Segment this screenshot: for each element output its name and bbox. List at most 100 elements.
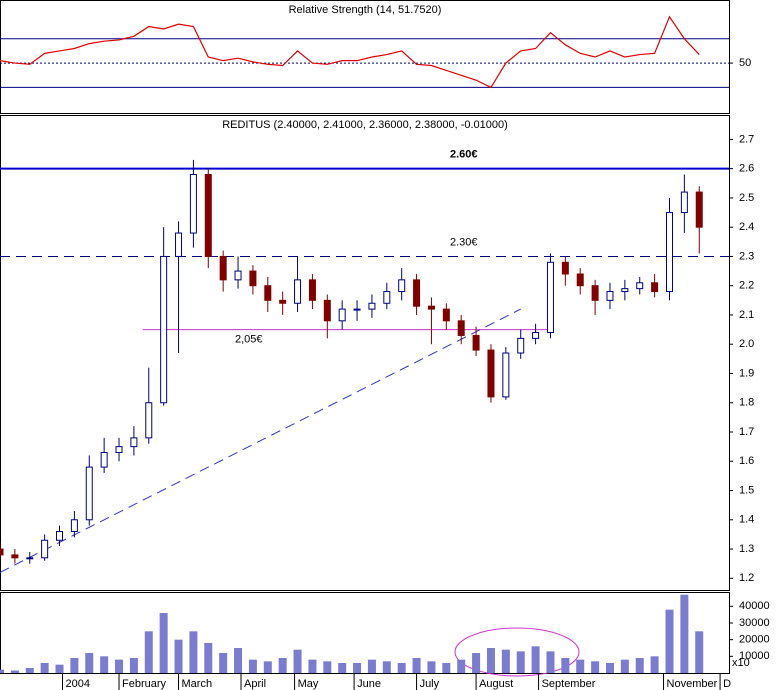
- candle-body: [323, 299, 331, 322]
- volume-bar: [531, 646, 540, 673]
- y-tick-label: 2.4: [739, 221, 754, 233]
- x-tick-label: November: [667, 678, 718, 690]
- candle-body: [457, 320, 465, 336]
- rsi-line: [0, 15, 700, 89]
- volume-bar: [367, 659, 376, 673]
- candle-body: [41, 539, 49, 559]
- candle-body: [606, 291, 614, 301]
- candle-body: [308, 279, 316, 301]
- volume-bar: [263, 661, 272, 673]
- volume-bar: [100, 656, 109, 673]
- candle-body: [234, 270, 242, 281]
- candle-body: [249, 270, 257, 287]
- volume-bar: [55, 664, 64, 673]
- y-tick-label: 1.3: [739, 543, 754, 555]
- candle-body: [413, 279, 421, 307]
- x-tick-label: June: [357, 678, 381, 690]
- candle-body: [621, 288, 629, 293]
- y-tick-label: 2.5: [739, 192, 754, 204]
- y-tick-label: 1.9: [739, 367, 754, 379]
- candle-body: [546, 261, 554, 334]
- candle-body: [532, 332, 540, 339]
- rsi-panel: [0, 0, 730, 114]
- volume-bar: [234, 648, 243, 673]
- volume-bar: [561, 658, 570, 673]
- candle-body: [487, 349, 495, 398]
- volume-panel: [0, 592, 730, 674]
- y-tick-label: 1.2: [739, 572, 754, 584]
- volume-bar: [70, 658, 79, 673]
- x-tick-label: July: [420, 678, 440, 690]
- y-tick-label: 30000: [739, 617, 770, 629]
- candle-body: [130, 437, 138, 448]
- volume-bar: [129, 658, 138, 673]
- volume-bar: [248, 659, 257, 673]
- volume-bar: [576, 659, 585, 673]
- candle-body: [591, 285, 599, 301]
- volume-bar: [308, 659, 317, 673]
- unit-label: x10: [732, 657, 750, 669]
- volume-bar: [0, 669, 4, 673]
- x-tick-label: February: [122, 678, 167, 690]
- volume-bar: [278, 658, 287, 673]
- volume-bar: [591, 661, 600, 673]
- volume-bar: [85, 653, 94, 673]
- volume-bar: [665, 609, 674, 673]
- level-label: 2,05€: [235, 333, 263, 345]
- candle-body: [294, 279, 302, 304]
- x-tick-label: March: [182, 678, 213, 690]
- candle-body: [219, 255, 227, 281]
- y-tick-label: 2.1: [739, 309, 754, 321]
- candle-body: [204, 174, 212, 257]
- volume-bar: [293, 649, 302, 673]
- volume-bar: [457, 659, 466, 673]
- volume-bar: [650, 656, 659, 673]
- x-tick-label: 2004: [65, 678, 89, 690]
- candle-body: [70, 519, 78, 532]
- volume-bar: [605, 663, 614, 673]
- candle-body: [26, 557, 34, 560]
- volume-bar: [427, 661, 436, 673]
- candle-body: [160, 255, 168, 404]
- volume-bar: [338, 663, 347, 673]
- volume-bar: [353, 663, 362, 673]
- volume-bar: [412, 658, 421, 673]
- y-tick-label: 2.0: [739, 338, 754, 350]
- x-tick-label: April: [244, 678, 266, 690]
- volume-bar: [635, 658, 644, 673]
- candle-body: [442, 308, 450, 322]
- y-tick-label: 1.8: [739, 397, 754, 409]
- candle-body: [636, 282, 644, 290]
- volume-bar: [204, 643, 213, 673]
- y-tick-label: 1.5: [739, 484, 754, 496]
- candle-body: [115, 446, 123, 453]
- candle-body: [189, 174, 197, 234]
- y-tick-label: 1.6: [739, 455, 754, 467]
- candle-body: [338, 308, 346, 322]
- candle-body: [665, 212, 673, 293]
- y-tick-label: 50: [739, 57, 751, 69]
- y-tick-label: 20000: [739, 634, 770, 646]
- candle-body: [472, 334, 480, 351]
- x-tick-label: D: [723, 678, 731, 690]
- candle-body: [279, 299, 287, 304]
- price-title: REDITUS (2.40000, 2.41000, 2.36000, 2.38…: [222, 119, 508, 131]
- volume-bar: [620, 659, 629, 673]
- volume-bar: [442, 663, 451, 673]
- y-tick-label: 2.6: [739, 163, 754, 175]
- volume-bar: [174, 639, 183, 673]
- volume-bar: [159, 613, 168, 673]
- volume-bar: [115, 659, 124, 673]
- volume-bar: [219, 653, 228, 673]
- candle-body: [427, 305, 435, 310]
- x-tick-label: May: [298, 678, 319, 690]
- level-label: 2.60€: [450, 149, 478, 161]
- volume-bar: [382, 661, 391, 673]
- candle-body: [695, 191, 703, 228]
- price-panel: [0, 115, 730, 591]
- candle-body: [264, 285, 272, 301]
- volume-bar: [397, 663, 406, 673]
- y-tick-label: 2.7: [739, 133, 754, 145]
- volume-bar: [323, 661, 332, 673]
- level-label: 2.30€: [450, 236, 478, 248]
